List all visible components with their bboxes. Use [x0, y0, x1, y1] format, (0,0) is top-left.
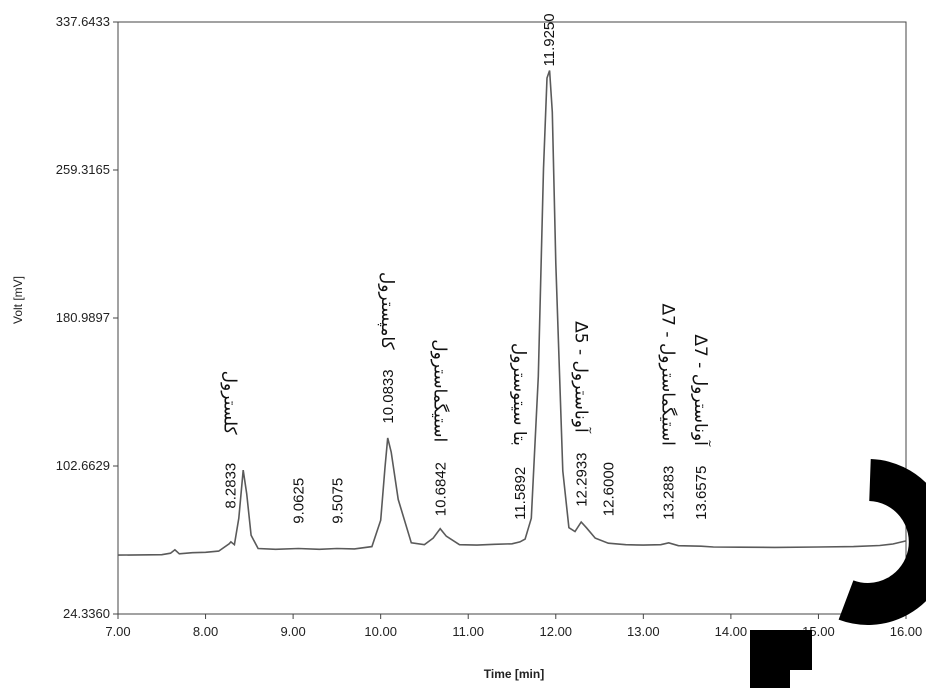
peak-time-label: 12.2933 — [574, 452, 591, 506]
x-tick-label: 16.00 — [890, 624, 923, 639]
peak-compound-label: Δ7 - استیگماسترول — [658, 304, 679, 446]
y-tick-label: 24.3360 — [63, 606, 110, 621]
x-tick-label: 7.00 — [105, 624, 130, 639]
peak-time-label: 10.0833 — [380, 369, 397, 423]
plot-border — [117, 21, 907, 615]
peak-compound-label: Δ7 - آوناسترول — [690, 334, 712, 447]
peak-compound-label: بتا سیتوسترول — [509, 343, 529, 446]
peak-time-label: 12.6000 — [600, 462, 617, 516]
plot-frame — [117, 21, 907, 615]
x-tick-label: 11.00 — [452, 624, 484, 639]
y-tick-label: 337.6433 — [56, 14, 110, 29]
x-axis-ticks: 7.00 8.00 9.00 10.00 11.00 12.00 13.00 14.00 15.… — [105, 614, 922, 639]
watermark-logo — [750, 459, 926, 688]
peak-compound-label: Δ5 - آوناسترول — [571, 321, 593, 434]
x-tick-label: 9.00 — [280, 624, 305, 639]
x-tick-label: 10.00 — [364, 624, 397, 639]
x-tick-label: 14.00 — [715, 624, 748, 639]
peak-compound-label: کلسترول — [219, 371, 239, 436]
peak-compound-label: کامپسترول — [377, 272, 397, 351]
y-tick-label: 180.9897 — [56, 310, 110, 325]
peak-time-label: 8.2833 — [222, 463, 239, 509]
peak-labels: 8.2833 کلسترول 9.0625 9.5075 10.0833 کامپسترو… — [219, 13, 712, 523]
y-tick-label: 102.6629 — [56, 458, 110, 473]
y-axis-ticks: 24.3360 102.6629 180.9897 259.3165 337.6433 — [56, 14, 118, 621]
x-tick-label: 12.00 — [540, 624, 573, 639]
peak-compound-label: استیگماسترول — [430, 339, 451, 442]
y-axis-label: Volt [mV] — [11, 276, 25, 324]
peak-time-label: 11.9250 — [541, 13, 558, 66]
peak-time-label: 9.5075 — [330, 478, 347, 524]
chromatogram-trace — [117, 70, 907, 556]
peak-time-label: 9.0625 — [291, 478, 308, 524]
x-tick-label: 13.00 — [627, 624, 660, 639]
x-axis-label: Time [min] — [484, 667, 544, 681]
peak-time-label: 11.5892 — [512, 467, 529, 520]
peak-time-label: 13.6575 — [693, 466, 710, 520]
y-tick-label: 259.3165 — [56, 162, 110, 177]
peak-time-label: 10.6842 — [433, 462, 450, 516]
x-tick-label: 8.00 — [193, 624, 218, 639]
peak-time-label: 13.2883 — [661, 466, 678, 520]
